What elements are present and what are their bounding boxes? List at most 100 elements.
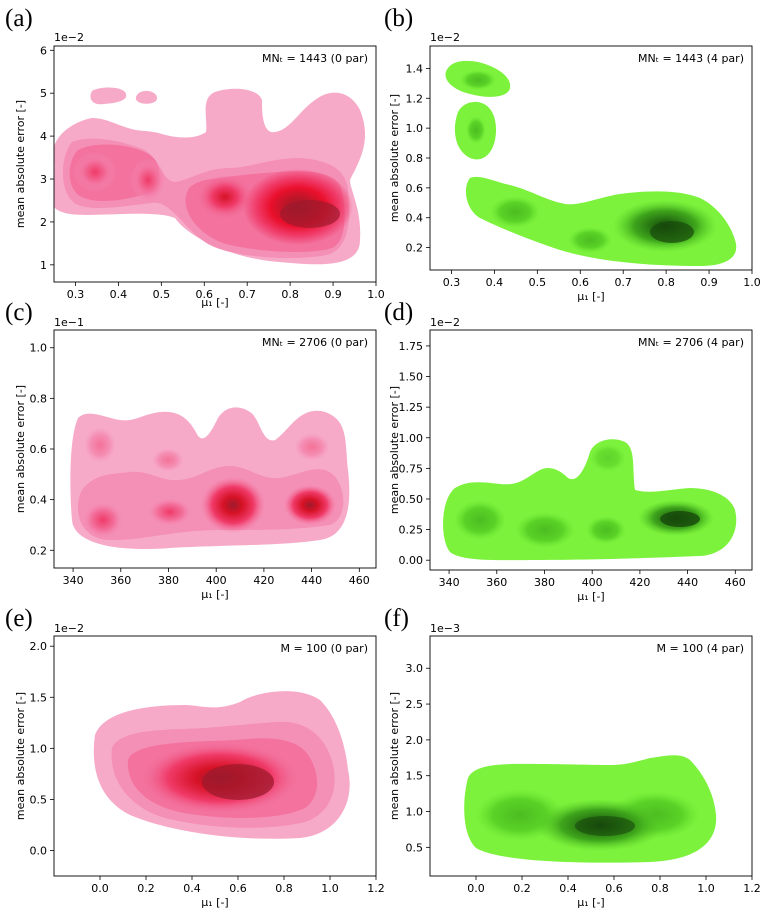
panel-d-peak-380 xyxy=(515,512,575,548)
panel-a-peak-06 xyxy=(197,175,253,219)
panel-a-axes: 0.3 0.4 0.5 0.6 0.7 0.8 0.9 1.0 1 2 3 4 5 6 μ₁ [-] mean… xyxy=(14,44,385,309)
panel-e-xtick-label: 0.6 xyxy=(229,882,247,895)
panel-c-peak-upper-2 xyxy=(152,448,184,472)
panel-e-xtick-label: 0.0 xyxy=(91,882,109,895)
panel-e-ytick-label: 0.0 xyxy=(30,844,48,857)
panel-b-peak-06 xyxy=(568,227,612,253)
panel-d-annotation: MNₜ = 2706 (4 par) xyxy=(638,336,744,349)
panel-b: (b) 1e−2 xyxy=(384,5,737,266)
panel-b-peak-core xyxy=(650,221,694,243)
panel-e-frame xyxy=(53,635,377,877)
panel-a-blob-mid-top xyxy=(135,90,158,104)
panel-b-ytick-label: 0.8 xyxy=(406,152,424,165)
panel-d-peak-407 xyxy=(586,516,626,544)
panel-c-xlabel: μ₁ [-] xyxy=(201,588,228,601)
panel-f-peak-core xyxy=(575,816,635,836)
panel-a-xtick-label: 1.0 xyxy=(367,288,385,301)
panel-b-xlabel: μ₁ [-] xyxy=(577,290,604,303)
panel-d-ytick-label: 0.50 xyxy=(399,493,424,506)
panel-c-ytick-label: 0.4 xyxy=(30,494,48,507)
panel-c-peak-main xyxy=(201,477,265,533)
panel-c-xtick-label: 360 xyxy=(110,574,131,587)
panel-a-xlabel: μ₁ [-] xyxy=(201,296,228,309)
panel-e-ytick-label: 2.0 xyxy=(30,640,48,653)
panel-f-label: (f) xyxy=(384,605,409,632)
panel-d-xtick-label: 460 xyxy=(725,576,746,589)
panel-b-annotation: MNₜ = 1443 (4 par) xyxy=(638,52,744,65)
panel-a-ytick-label: 2 xyxy=(40,216,47,229)
panel-c-ytick-label: 0.8 xyxy=(30,392,48,405)
panel-b-xtick-label: 0.6 xyxy=(572,276,590,289)
panel-f-axes: 0.0 0.2 0.4 0.6 0.8 1.0 1.2 0.5 1.0 1.5 2.0 2.5 3.0 μ… xyxy=(388,635,761,909)
panel-c-peak-360 xyxy=(83,502,123,538)
panel-d-ylabel: mean absolute error [-] xyxy=(388,386,401,514)
panel-c-peak-upper-3 xyxy=(294,433,330,461)
panel-f: (f) 1e−3 xyxy=(384,605,717,863)
panel-b-label: (b) xyxy=(384,5,413,32)
panel-b-xtick-label: 0.4 xyxy=(486,276,504,289)
panel-a-peak-mid xyxy=(130,158,166,202)
axes-layer: 0.3 0.4 0.5 0.6 0.7 0.8 0.9 1.0 1 2 3 4 5 6 μ₁ [-] mean… xyxy=(14,44,761,909)
panel-b-xtick-label: 0.3 xyxy=(443,276,461,289)
panel-e-axes: 0.0 0.2 0.4 0.6 0.8 1.0 1.2 0.0 0.5 1.0 1.5 2.0 μ₁ [… xyxy=(14,635,385,909)
panel-a-peak-core xyxy=(280,200,340,228)
panel-e-ylabel: mean absolute error [-] xyxy=(14,692,27,820)
panel-a-scale-label: 1e−2 xyxy=(54,31,84,44)
panel-e-xtick-label: 1.2 xyxy=(367,882,385,895)
panel-c-xtick-label: 420 xyxy=(253,574,274,587)
panel-c-peak-440 xyxy=(284,485,336,525)
panel-f-ytick-label: 2.5 xyxy=(406,698,424,711)
panel-c-peak-upper-1 xyxy=(84,427,116,463)
panel-d-ytick-label: 0.00 xyxy=(399,554,424,567)
panel-c-xtick-label: 380 xyxy=(158,574,179,587)
panel-f-xtick-label: 1.2 xyxy=(743,882,761,895)
panel-e-label: (e) xyxy=(5,605,33,632)
panel-a-xtick-label: 0.6 xyxy=(196,288,214,301)
panel-a-ytick-label: 4 xyxy=(40,130,47,143)
panel-b-ytick-label: 0.4 xyxy=(406,212,424,225)
panel-f-ytick-label: 1.0 xyxy=(406,806,424,819)
panel-e-ytick-label: 1.0 xyxy=(30,742,48,755)
panel-a-frame xyxy=(53,45,377,283)
panel-a-xtick-label: 0.3 xyxy=(67,288,85,301)
panel-b-xtick-label: 0.9 xyxy=(700,276,718,289)
panel-c-ylabel: mean absolute error [-] xyxy=(14,385,27,513)
panel-c-peak-380 xyxy=(148,498,192,526)
panel-d-frame xyxy=(429,329,753,571)
panel-d-xtick-label: 340 xyxy=(439,576,460,589)
panel-f-density xyxy=(464,755,717,863)
panel-a-label: (a) xyxy=(5,5,33,32)
panel-b-axes: 0.3 0.4 0.5 0.6 0.7 0.8 0.9 1.0 0.2 0.4 0.6 0.8 1.0 1… xyxy=(388,45,761,303)
panel-d-ytick-label: 0.25 xyxy=(399,524,424,537)
panel-c: (c) 1e−1 xyxy=(5,299,350,550)
panel-c-xtick-label: 400 xyxy=(206,574,227,587)
panel-f-xtick-label: 0.2 xyxy=(513,882,531,895)
panel-d-xtick-label: 400 xyxy=(582,576,603,589)
panel-d-xlabel: μ₁ [-] xyxy=(577,590,604,603)
panel-d-peak-upper xyxy=(590,444,626,472)
panel-e-scale-label: 1e−2 xyxy=(54,622,84,635)
panel-e-xtick-label: 0.4 xyxy=(183,882,201,895)
panel-d-ytick-label: 1.00 xyxy=(399,432,424,445)
panel-b-ytick-label: 0.6 xyxy=(406,182,424,195)
panel-d-xtick-label: 420 xyxy=(629,576,650,589)
panel-b-peak-05 xyxy=(490,196,540,228)
panel-d-scale-label: 1e−2 xyxy=(430,316,460,329)
panel-b-ytick-label: 1.2 xyxy=(406,92,424,105)
panel-d-ytick-label: 1.50 xyxy=(399,371,424,384)
panel-b-ytick-label: 0.2 xyxy=(406,242,424,255)
panel-f-xtick-label: 0.0 xyxy=(467,882,485,895)
panel-e: (e) 1e−2 xyxy=(5,605,350,839)
panel-f-xtick-label: 0.4 xyxy=(559,882,577,895)
panel-a-xtick-label: 0.5 xyxy=(153,288,171,301)
panel-d: (d) 1e−2 xyxy=(384,299,737,561)
panel-f-frame xyxy=(429,635,753,877)
panel-f-ytick-label: 0.5 xyxy=(406,841,424,854)
panel-f-annotation: M = 100 (4 par) xyxy=(656,642,744,655)
panel-f-xtick-label: 1.0 xyxy=(697,882,715,895)
panel-d-axes: 340 360 380 400 420 440 460 0.00 0.25 0.50 0.75 1.0… xyxy=(388,329,753,603)
panel-b-peak-mid xyxy=(466,116,486,144)
panel-c-annotation: MNₜ = 2706 (0 par) xyxy=(262,336,368,349)
panel-b-xtick-label: 0.7 xyxy=(614,276,632,289)
